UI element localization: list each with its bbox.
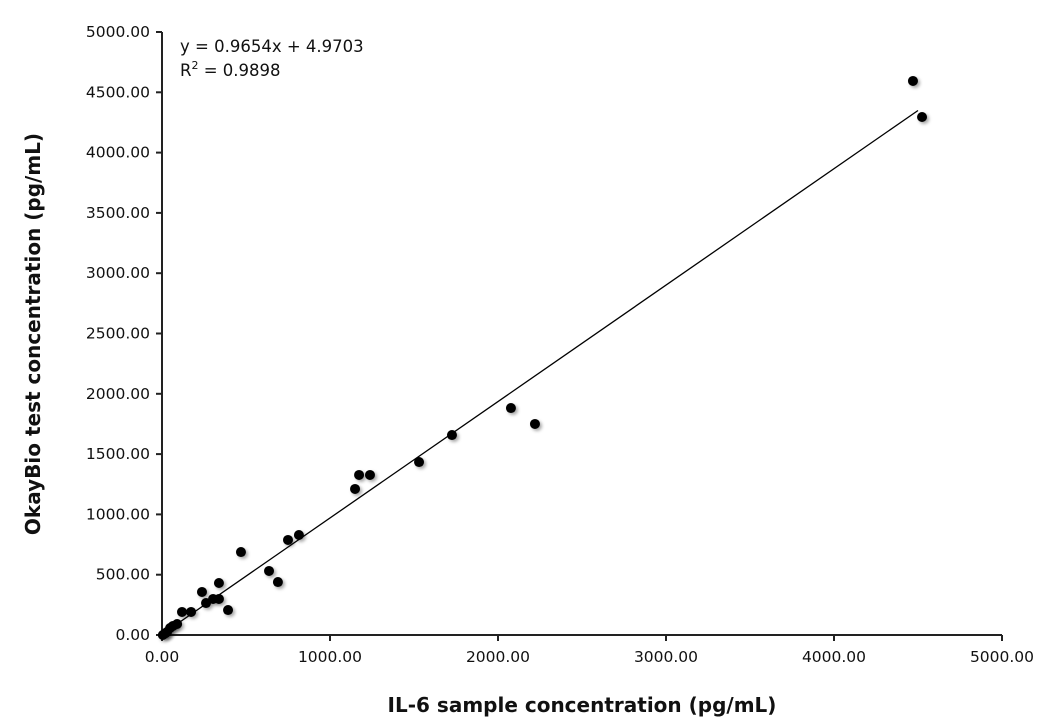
data-point [446,430,457,441]
r2-prefix: R [180,61,191,80]
x-tick-label: 3000.00 [634,648,698,666]
data-point [223,605,234,616]
x-tick-label: 1000.00 [298,648,362,666]
y-tick-label: 5000.00 [86,23,150,41]
data-point [907,75,918,86]
y-axis-label: OkayBio test concentration (pg/mL) [21,133,45,535]
x-tick-label: 4000.00 [802,648,866,666]
data-point [213,593,224,604]
data-point [272,577,283,588]
data-point [186,606,197,617]
y-tick-label: 4500.00 [86,83,150,101]
data-point [293,530,304,541]
y-tick-label: 2000.00 [86,385,150,403]
trendline-group [161,109,919,635]
data-point [505,403,516,414]
x-axis-label: IL-6 sample concentration (pg/mL) [388,693,777,717]
x-tick-label: 5000.00 [970,648,1034,666]
y-tick-label: 1000.00 [86,505,150,523]
y-tick-label: 2500.00 [86,325,150,343]
x-tick-label: 2000.00 [466,648,530,666]
data-point [917,112,928,123]
data-point [354,469,365,480]
y-tick-label: 0.00 [115,626,150,644]
y-tick-label: 500.00 [96,566,150,584]
data-point [529,418,540,429]
data-point [160,628,171,639]
r2-label: R2 = 0.9898 [180,59,281,80]
data-point [176,606,187,617]
r2-superscript: 2 [191,59,198,72]
data-point [213,578,224,589]
data-point [172,619,183,630]
trendline [161,109,919,635]
data-point [364,469,375,480]
x-tick-label: 0.00 [145,648,180,666]
data-point [414,457,425,468]
r2-value: = 0.9898 [198,61,280,80]
data-point [196,586,207,597]
y-tick-label: 1500.00 [86,445,150,463]
y-tick-label: 4000.00 [86,144,150,162]
y-tick-label: 3000.00 [86,264,150,282]
equation-label: y = 0.9654x + 4.9703 [180,37,364,56]
y-tick-label: 3500.00 [86,204,150,222]
data-point [283,534,293,545]
points-group [157,75,928,640]
data-point [264,565,275,576]
axes: 0.00 1000.00 2000.00 3000.00 4000.00 5000.00 0… [86,23,1034,666]
data-point [235,547,246,558]
data-point [350,483,361,494]
